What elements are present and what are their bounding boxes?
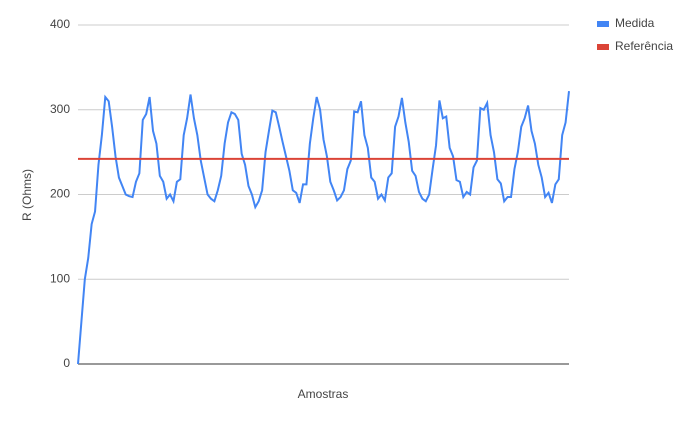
y-tick-label: 100 xyxy=(50,271,70,285)
legend-label: Medida xyxy=(615,16,655,30)
y-tick-label: 0 xyxy=(63,356,70,370)
y-axis-title: R (Ohms) xyxy=(20,169,34,221)
legend-swatch xyxy=(597,44,609,50)
y-tick-label: 400 xyxy=(50,17,70,31)
legend-swatch xyxy=(597,21,609,27)
y-tick-label: 300 xyxy=(50,102,70,116)
legend-label: Referência xyxy=(615,39,673,53)
x-axis-title: Amostras xyxy=(298,387,349,401)
y-tick-label: 200 xyxy=(50,187,70,201)
line-series xyxy=(77,90,570,365)
